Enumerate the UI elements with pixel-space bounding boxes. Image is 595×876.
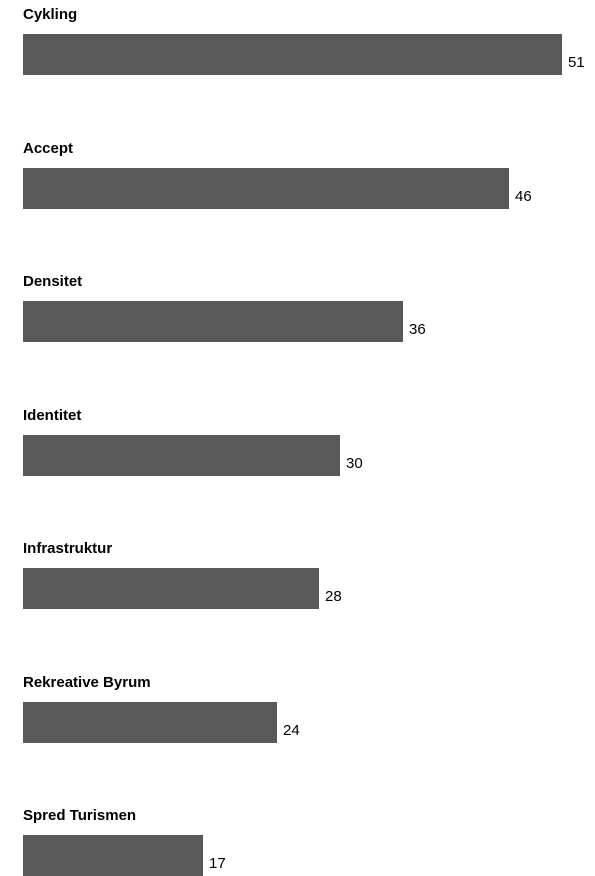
bar (23, 301, 403, 342)
value-label: 28 (325, 588, 342, 605)
category-label: Infrastruktur (23, 540, 113, 557)
bar (23, 34, 562, 75)
category-label: Densitet (23, 273, 83, 290)
value-label: 46 (515, 188, 532, 205)
bar (23, 168, 509, 209)
bar (23, 568, 319, 609)
category-label: Spred Turismen (23, 807, 137, 824)
category-label: Identitet (23, 407, 82, 424)
value-label: 17 (209, 855, 226, 872)
value-label: 30 (346, 455, 363, 472)
value-label: 36 (409, 321, 426, 338)
value-label: 51 (568, 54, 585, 71)
category-label: Accept (23, 140, 74, 157)
bar (23, 435, 340, 476)
category-label: Cykling (23, 6, 78, 23)
value-label: 24 (283, 722, 300, 739)
bar (23, 702, 277, 743)
category-label: Rekreative Byrum (23, 674, 151, 691)
bar (23, 835, 203, 876)
